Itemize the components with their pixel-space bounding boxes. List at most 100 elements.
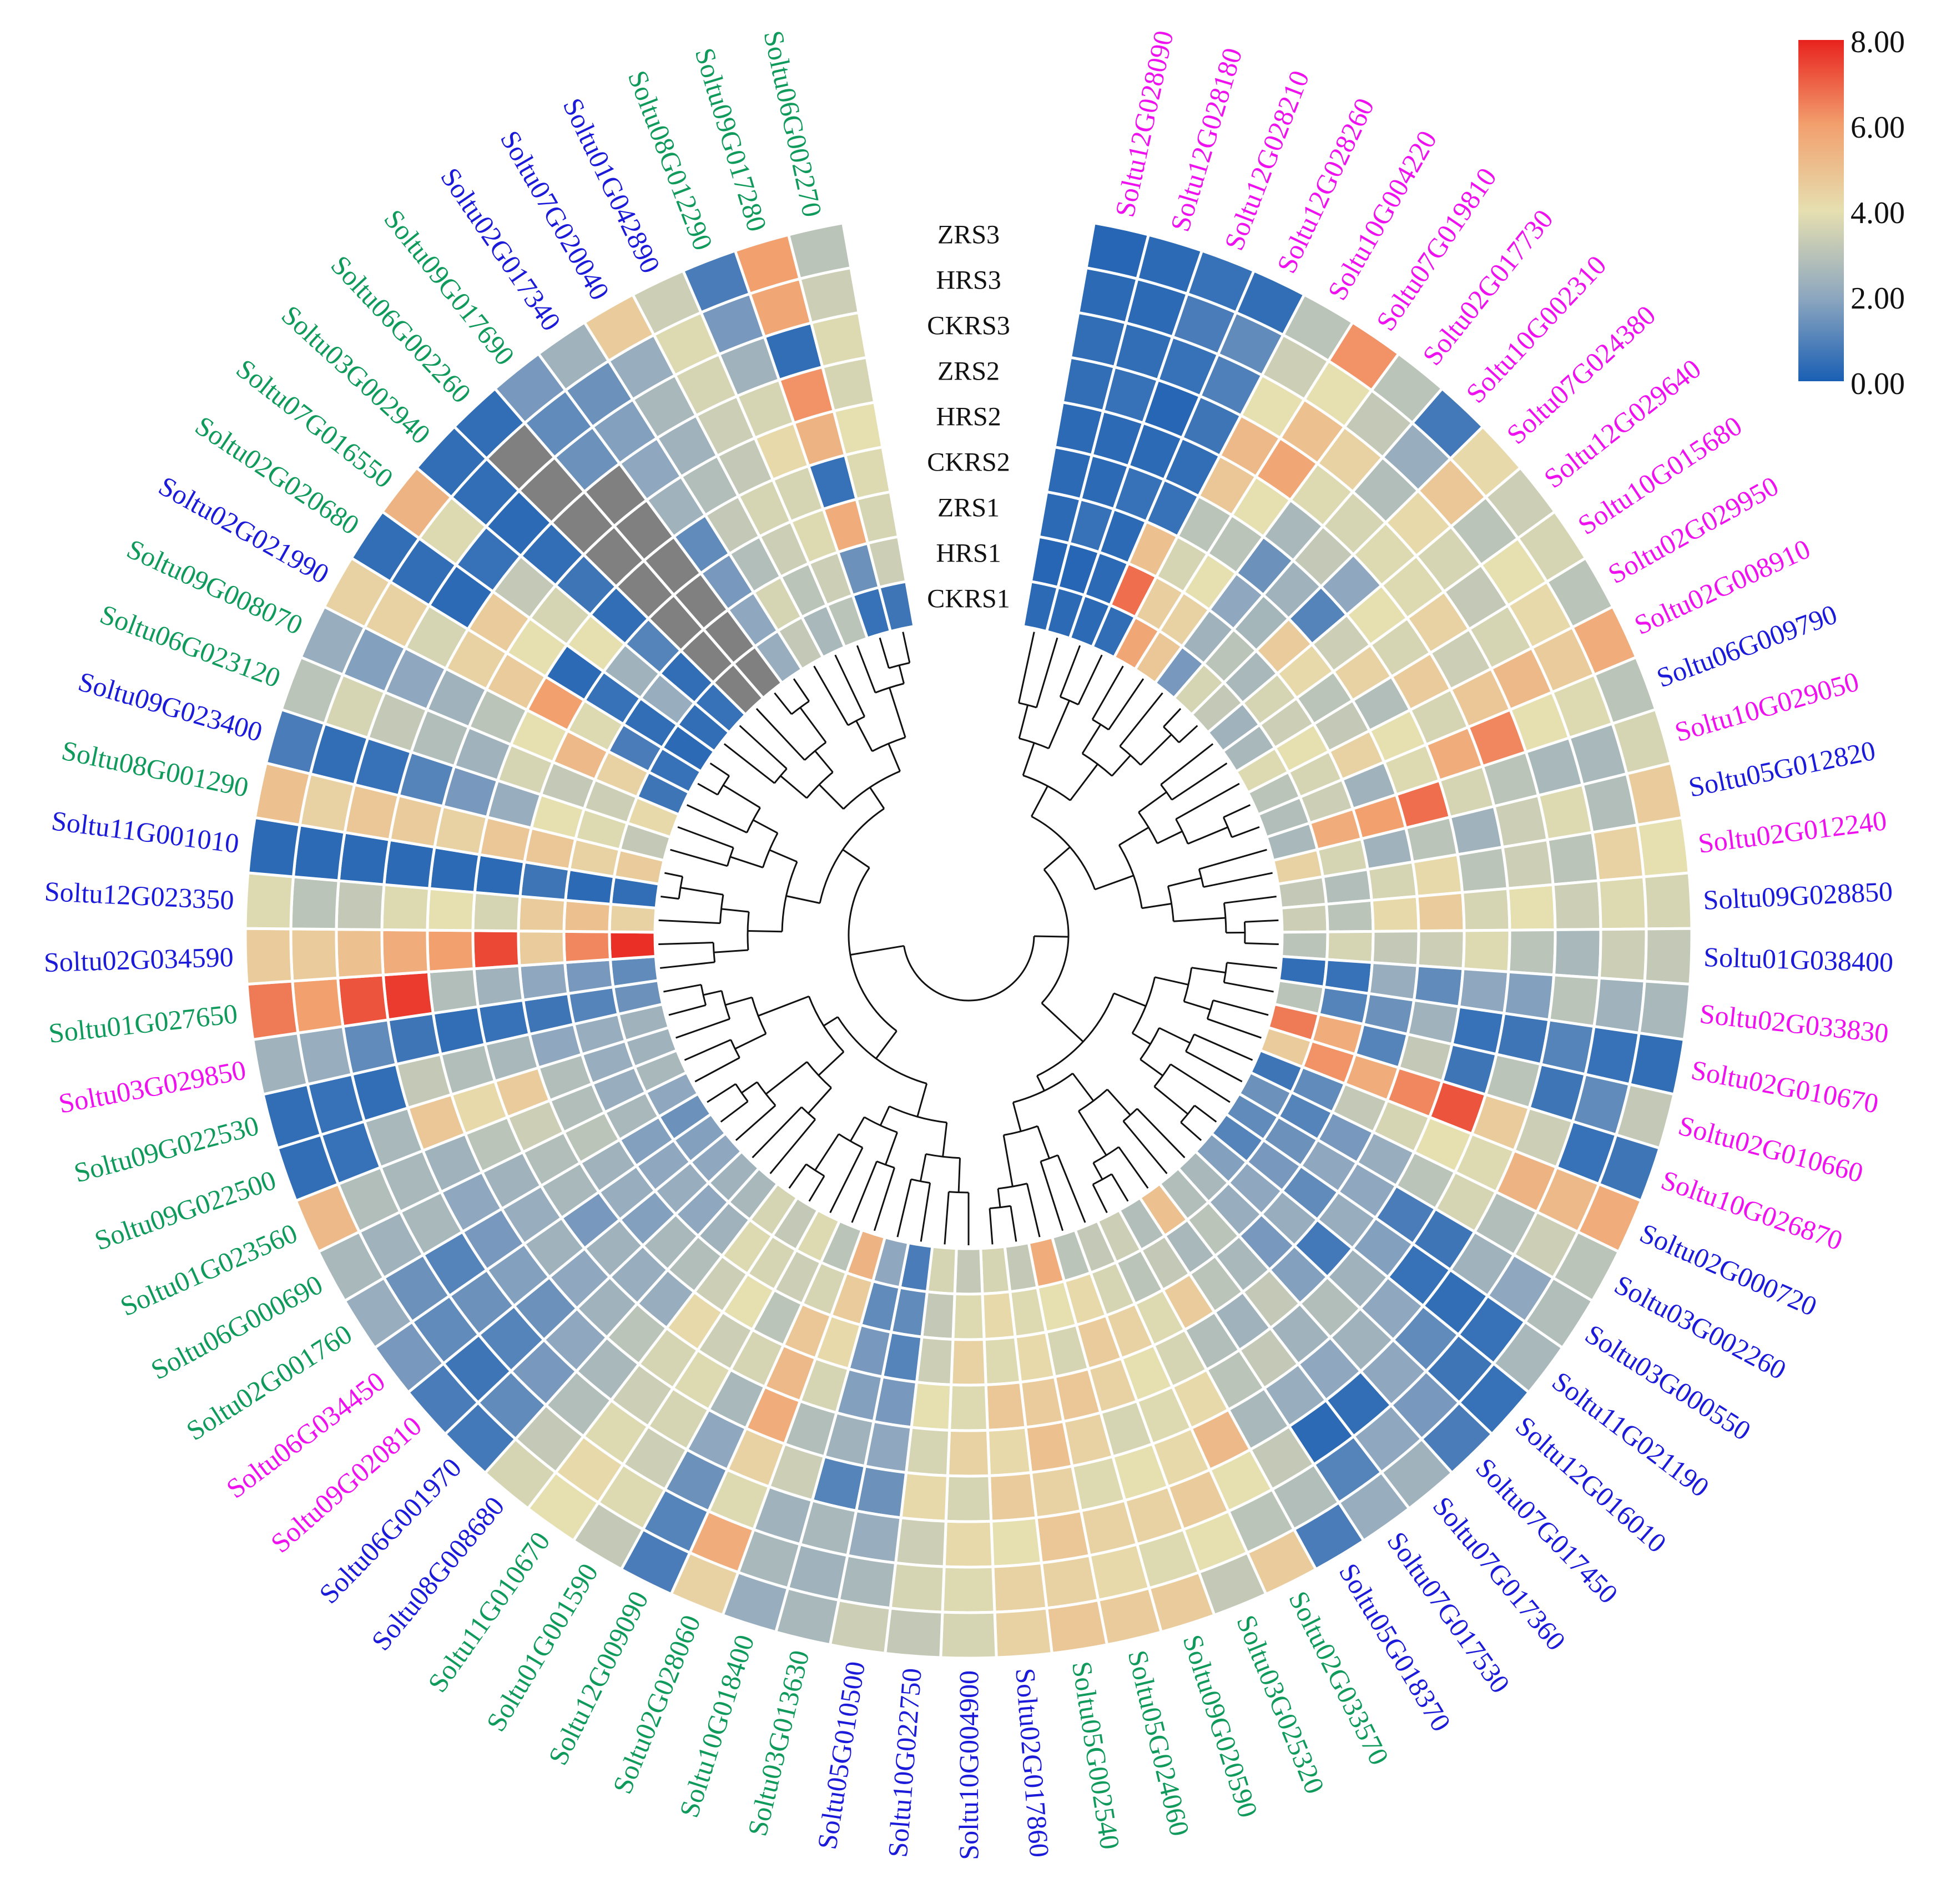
dendrogram-branch bbox=[1160, 743, 1214, 785]
dendrogram-branch bbox=[1113, 992, 1146, 1007]
dendrogram-branch bbox=[1003, 1125, 1038, 1136]
heatmap-cell bbox=[1456, 845, 1510, 894]
heatmap-cell bbox=[987, 1471, 1038, 1523]
heatmap-cell bbox=[1635, 816, 1691, 878]
dendrogram-branch bbox=[871, 736, 906, 752]
dendrogram-branch bbox=[875, 1030, 898, 1059]
dendrogram-branch bbox=[1132, 1032, 1151, 1045]
dendrogram-branch bbox=[664, 872, 683, 878]
dendrogram-branch bbox=[1111, 755, 1131, 777]
heatmap-cell bbox=[426, 928, 476, 973]
heatmap-cell bbox=[984, 1380, 1027, 1432]
dendrogram-branch bbox=[1019, 738, 1050, 750]
dendrogram-branch bbox=[721, 908, 749, 913]
dendrogram-branch bbox=[668, 1004, 706, 1016]
dendrogram-branch bbox=[808, 1175, 825, 1202]
ring-label: CKRS2 bbox=[927, 448, 1010, 477]
dendrogram-branch bbox=[1153, 1063, 1172, 1088]
dendrogram-branch bbox=[1031, 815, 1096, 890]
colorbar-gradient bbox=[1798, 40, 1844, 381]
gene-label: Soltu06G002270 bbox=[758, 28, 828, 220]
dendrogram-branch bbox=[1111, 1173, 1129, 1202]
heatmap-cell bbox=[563, 958, 615, 996]
colorbar-tick-max: 8.00 bbox=[1851, 25, 1905, 59]
dendrogram-branch bbox=[1069, 764, 1098, 801]
dendrogram-branch bbox=[1175, 782, 1240, 820]
heatmap-cell bbox=[336, 973, 390, 1028]
colorbar-tick-4: 4.00 bbox=[1851, 196, 1905, 230]
colorbar-legend: 8.00 6.00 4.00 2.00 0.00 bbox=[1798, 25, 1905, 401]
dendrogram-branch bbox=[869, 787, 885, 809]
dendrogram-branch bbox=[723, 784, 761, 809]
gene-label: Soltu10G022750 bbox=[882, 1667, 927, 1858]
heatmap-cell bbox=[1035, 1509, 1092, 1565]
dendrogram-branch bbox=[1057, 1155, 1086, 1223]
dendrogram-branch bbox=[700, 984, 707, 1006]
dendrogram-branch bbox=[788, 1163, 807, 1189]
dendrogram-branch bbox=[1183, 967, 1193, 1002]
dendrogram-branch bbox=[1142, 902, 1172, 910]
dendrogram-branch bbox=[1175, 819, 1189, 845]
heatmap-cell bbox=[1546, 831, 1600, 886]
dendrogram-branch bbox=[1093, 1146, 1120, 1164]
dendrogram-branch bbox=[920, 1183, 931, 1242]
dendrogram-branch bbox=[1163, 726, 1180, 743]
gene-label: Soltu05G012820 bbox=[1686, 735, 1878, 803]
dendrogram-branch bbox=[1022, 774, 1071, 801]
heatmap-cell bbox=[1040, 1553, 1100, 1610]
dendrogram-branch bbox=[944, 1191, 950, 1245]
heatmap-cell bbox=[1370, 930, 1420, 967]
heatmap-cell bbox=[337, 831, 391, 886]
dendrogram-branch bbox=[686, 804, 748, 834]
dendrogram-branch bbox=[756, 1081, 777, 1107]
heatmap-cell bbox=[608, 930, 657, 961]
heatmap-cell bbox=[1019, 1375, 1065, 1429]
dendrogram-branch bbox=[879, 1105, 890, 1126]
dendrogram-branch bbox=[1031, 785, 1048, 817]
heatmap-cell bbox=[1460, 887, 1511, 932]
dendrogram-branch bbox=[848, 867, 898, 1032]
dendrogram-branch bbox=[1231, 826, 1260, 839]
dendrogram-branch bbox=[707, 1083, 737, 1103]
heatmap-cell bbox=[1366, 860, 1419, 902]
heatmap-cell bbox=[562, 930, 612, 964]
dendrogram-branch bbox=[1092, 719, 1110, 731]
dendrogram-branch bbox=[957, 1158, 961, 1193]
dendrogram-branch bbox=[1187, 826, 1228, 845]
dendrogram-branch bbox=[741, 1081, 758, 1094]
dendrogram-branch bbox=[1060, 696, 1079, 706]
dendrogram-branch bbox=[805, 1163, 825, 1177]
dendrogram-branch bbox=[916, 1083, 928, 1117]
dendrogram-branch bbox=[1163, 708, 1182, 728]
heatmap-cell bbox=[426, 887, 477, 932]
dendrogram-branch bbox=[1026, 1183, 1041, 1238]
heatmap-cell bbox=[1045, 1598, 1109, 1655]
heatmap-cell bbox=[1370, 895, 1420, 933]
ring-label: ZRS1 bbox=[937, 493, 1000, 523]
heatmap-cell bbox=[951, 1292, 986, 1341]
dendrogram-branch bbox=[806, 771, 834, 799]
dendrogram-branch bbox=[1222, 817, 1233, 838]
dendrogram-branch bbox=[748, 930, 783, 933]
heatmap-cell bbox=[291, 823, 347, 882]
dendrogram-branch bbox=[1194, 1104, 1217, 1123]
dendrogram-branch bbox=[781, 861, 798, 932]
dendrogram-branch bbox=[1118, 826, 1150, 846]
heatmap-cell bbox=[1642, 871, 1693, 931]
dendrogram-branch bbox=[1036, 637, 1058, 708]
heatmap-cell bbox=[246, 816, 302, 878]
dendrogram-branch bbox=[723, 743, 775, 784]
ring-label: ZRS2 bbox=[937, 357, 1000, 386]
gene-label: Soltu02G017860 bbox=[1010, 1667, 1055, 1858]
dendrogram-branch bbox=[719, 894, 724, 923]
heatmap-cell bbox=[939, 1610, 998, 1660]
dendrogram-branch bbox=[896, 1179, 912, 1238]
dendrogram-branch bbox=[694, 1057, 740, 1083]
dendrogram-branch bbox=[1178, 725, 1198, 744]
colorbar-tick-2: 2.00 bbox=[1851, 281, 1905, 316]
heatmap-cell bbox=[953, 1246, 984, 1296]
gene-label: Soltu03G013630 bbox=[742, 1647, 815, 1839]
dendrogram-branch bbox=[1223, 804, 1251, 819]
dendrogram-branch bbox=[898, 665, 905, 684]
